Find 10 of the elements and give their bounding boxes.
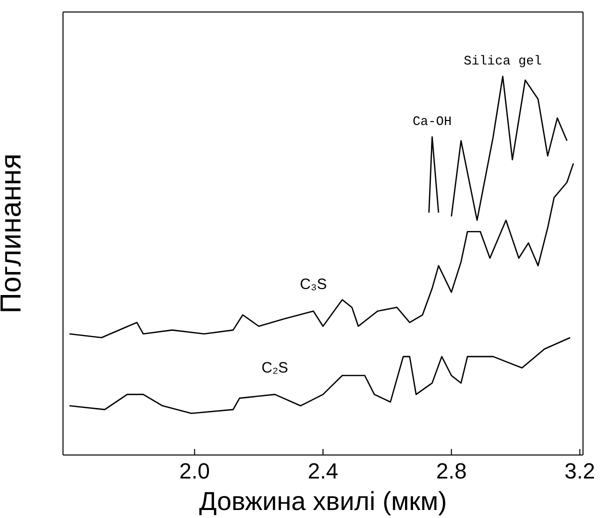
y-axis-title: Поглинання: [0, 154, 28, 314]
x-tick-label: 3.2: [564, 458, 596, 484]
series-label: C₂S: [262, 359, 288, 376]
x-tick-label: 2.8: [436, 458, 467, 484]
x-tick-label: 2.4: [308, 458, 338, 484]
series-label: C₃S: [300, 276, 327, 294]
annotation: Ca-OH: [412, 114, 452, 129]
x-tick-label: 2.0: [179, 458, 210, 484]
x-axis-title: Довжина хвилі (мкм): [199, 486, 447, 516]
annotation: Silica gel: [464, 53, 542, 68]
